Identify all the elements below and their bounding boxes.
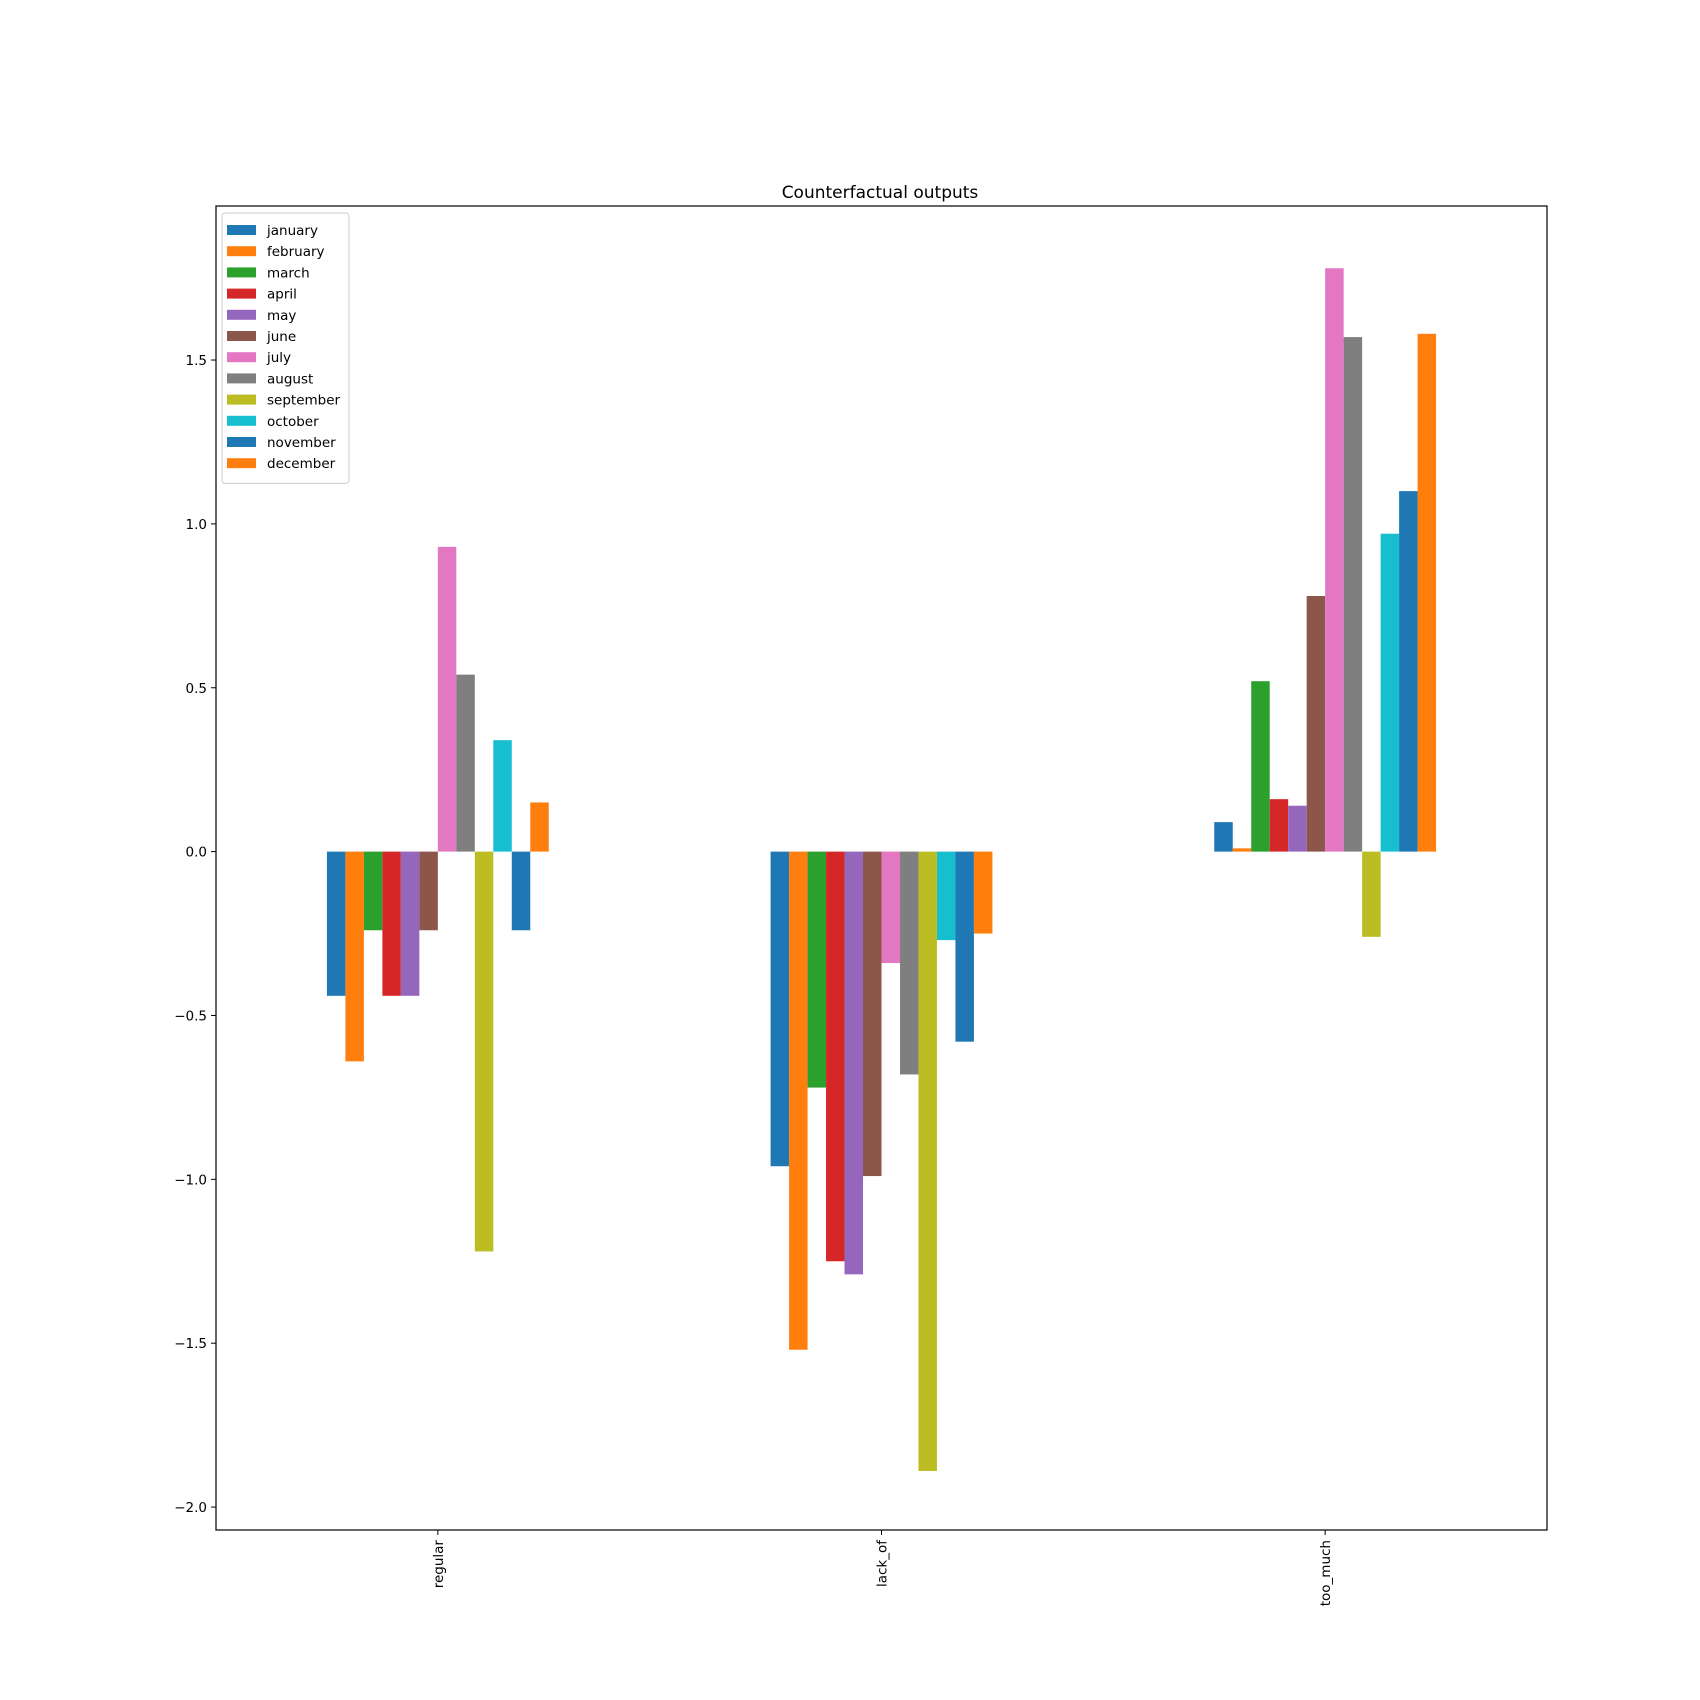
legend-swatch-april [227, 288, 256, 299]
legend-label-june: june [266, 329, 296, 345]
legend-label-may: may [267, 308, 296, 324]
x-tick-label-too_much: too_much [1318, 1540, 1334, 1606]
y-tick-label: 0.5 [186, 681, 207, 697]
y-tick-label: 1.0 [186, 517, 207, 533]
x-tick-label-regular: regular [431, 1540, 447, 1589]
legend-label-october: october [267, 414, 319, 430]
bar-february-too_much [1232, 848, 1252, 852]
bar-june-regular [419, 851, 438, 931]
bar-july-regular [437, 546, 457, 852]
legend-swatch-january [227, 225, 256, 235]
bar-july-too_much [1325, 268, 1344, 852]
bar-january-too_much [1214, 822, 1233, 852]
legend-label-february: february [267, 244, 325, 260]
bar-october-too_much [1380, 533, 1400, 852]
bar-january-regular [326, 851, 346, 996]
y-tick-label: −1.5 [174, 1336, 207, 1352]
bar-may-lack_of [844, 851, 864, 1275]
legend-swatch-february [227, 246, 256, 257]
bar-may-too_much [1288, 805, 1307, 852]
legend-label-january: january [266, 223, 318, 239]
bar-march-too_much [1251, 681, 1270, 852]
legend-swatch-november [227, 437, 256, 447]
legend: january february march april may june july augu… [221, 212, 350, 484]
legend-swatch-september [227, 394, 256, 405]
bar-september-too_much [1362, 851, 1381, 937]
bar-january-lack_of [770, 851, 790, 1167]
legend-swatch-june [227, 331, 256, 341]
bar-april-regular [382, 851, 401, 996]
bar-august-regular [456, 674, 475, 852]
x-axis: regular lack_of too_much [431, 1530, 1334, 1606]
y-tick-label: 0.0 [186, 845, 207, 861]
chart-title: Counterfactual outputs [782, 183, 979, 203]
bar-november-lack_of [955, 851, 974, 1042]
legend-label-september: september [267, 393, 341, 409]
bar-july-lack_of [881, 851, 900, 964]
bar-october-lack_of [936, 851, 956, 941]
bar-may-regular [400, 851, 420, 996]
bar-december-regular [530, 802, 549, 852]
bar-february-lack_of [789, 851, 808, 1350]
bar-march-regular [363, 851, 383, 931]
legend-label-march: march [267, 265, 310, 281]
legend-label-july: july [266, 350, 291, 366]
bar-april-too_much [1269, 799, 1289, 852]
legend-swatch-december [227, 458, 256, 469]
bar-february-regular [345, 851, 364, 1062]
legend-swatch-may [227, 309, 256, 320]
bar-august-too_much [1343, 337, 1363, 852]
bar-june-too_much [1306, 595, 1326, 852]
bar-june-lack_of [863, 851, 882, 1177]
bar-december-too_much [1417, 333, 1437, 852]
legend-label-december: december [267, 456, 336, 472]
y-tick-label: −1.0 [174, 1172, 207, 1188]
y-tick-label: 1.5 [186, 353, 207, 369]
x-tick-label-lack_of: lack_of [875, 1539, 891, 1587]
bar-august-lack_of [899, 851, 919, 1075]
bars-layer [326, 268, 1437, 1472]
legend-swatch-october [227, 415, 256, 426]
bar-september-regular [474, 851, 494, 1252]
bar-december-lack_of [973, 851, 993, 934]
legend-swatch-march [227, 267, 256, 278]
y-axis: −2.0 −1.5 −1.0 −0.5 0.0 0.5 1.0 1.5 [174, 353, 216, 1516]
bar-april-lack_of [826, 851, 845, 1262]
legend-label-november: november [267, 435, 336, 451]
legend-swatch-august [227, 373, 256, 384]
bar-november-regular [511, 851, 531, 931]
legend-label-april: april [267, 287, 297, 303]
bar-september-lack_of [918, 851, 937, 1472]
legend-swatch-july [227, 352, 256, 363]
legend-label-august: august [267, 371, 313, 387]
bar-march-lack_of [807, 851, 827, 1088]
bar-november-too_much [1399, 491, 1418, 852]
bar-october-regular [493, 740, 512, 852]
y-tick-label: −2.0 [174, 1500, 207, 1516]
y-tick-label: −0.5 [174, 1008, 207, 1024]
